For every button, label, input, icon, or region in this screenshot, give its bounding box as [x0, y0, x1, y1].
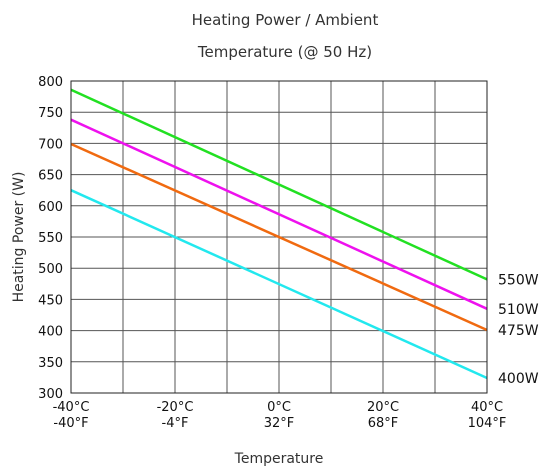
y-axis-label: Heating Power (W) — [11, 172, 27, 303]
series-line-510W — [70, 118, 488, 310]
x-tick-label-celsius: 0°C — [267, 400, 291, 415]
chart-title-line-1: Heating Power / Ambient — [192, 11, 379, 29]
plot-frame — [70, 80, 488, 394]
series-label-510W: 510W — [498, 302, 539, 318]
series-labels: 550W 510W 475W 400W — [498, 272, 539, 387]
x-tick-label-celsius: -40°C — [53, 400, 90, 415]
y-tick-label: 700 — [38, 137, 63, 152]
x-tick-label-celsius: 20°C — [367, 400, 399, 415]
x-axis-label: Temperature — [234, 451, 324, 467]
series-lines — [70, 88, 488, 380]
x-tick-label-fahrenheit: 68°F — [368, 416, 399, 431]
y-tick-label: 350 — [38, 356, 63, 371]
y-tick-label: 300 — [38, 387, 63, 402]
y-tick-labels: 300 350 400 450 500 550 600 650 700 750 800 — [38, 75, 63, 402]
y-tick-label: 750 — [38, 106, 63, 121]
y-tick-label: 800 — [38, 75, 63, 90]
series-label-550W: 550W — [498, 272, 539, 288]
y-tick-label: 500 — [38, 262, 63, 277]
x-tick-label-fahrenheit: 32°F — [264, 416, 295, 431]
y-tick-label: 550 — [38, 231, 63, 246]
x-tick-label-fahrenheit: -40°F — [53, 416, 88, 431]
series-line-550W — [70, 88, 488, 281]
x-tick-labels: -40°C-40°F -20°C-4°F 0°C32°F 20°C68°F 40°C10… — [53, 400, 507, 431]
x-tick-label-celsius: -20°C — [157, 400, 194, 415]
series-line-400W — [70, 189, 488, 380]
series-label-475W: 475W — [498, 323, 539, 339]
series-label-400W: 400W — [498, 371, 539, 387]
series-line-475W — [70, 142, 488, 332]
chart-title-line-2: Temperature (@ 50 Hz) — [197, 43, 372, 61]
y-tick-label: 600 — [38, 200, 63, 215]
y-tick-label: 650 — [38, 169, 63, 184]
y-tick-label: 400 — [38, 325, 63, 340]
y-tick-label: 450 — [38, 293, 63, 308]
x-tick-label-fahrenheit: 104°F — [468, 416, 507, 431]
x-tick-label-fahrenheit: -4°F — [162, 416, 189, 431]
x-tick-label-celsius: 40°C — [471, 400, 503, 415]
